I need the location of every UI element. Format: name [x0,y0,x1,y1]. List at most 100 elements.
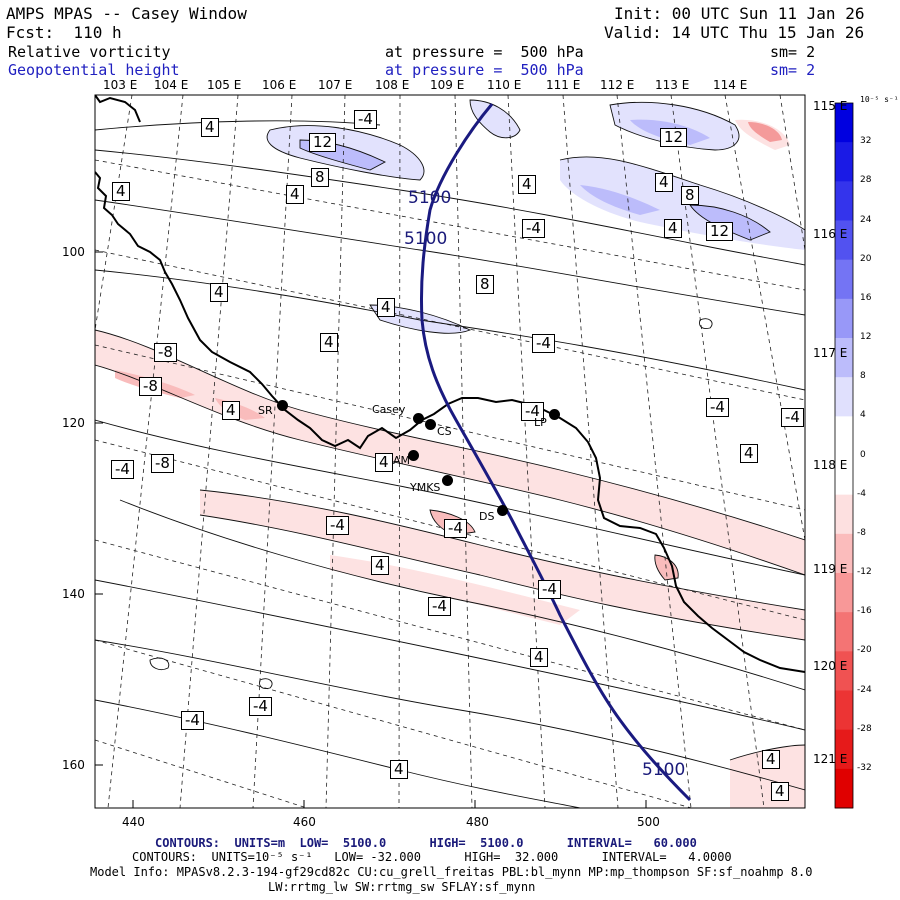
longitude-label-right: 121 E [813,752,848,766]
colorbar-level-label: 12 [860,332,872,342]
field-name-height: Geopotential height [8,61,180,79]
station-label: DS [479,510,495,523]
contour-label: -4 [532,334,555,353]
field-pressure-vorticity: at pressure = 500 hPa [385,43,584,61]
station-label: SR [258,404,273,417]
x-tick-label: 440 [122,815,145,829]
field-name-vorticity: Relative vorticity [8,43,171,61]
colorbar-unit: 10⁻⁵ s⁻¹ [860,95,899,104]
colorbar-level-label: -32 [857,762,872,773]
footer-vorticity-contours: CONTOURS: UNITS=10⁻⁵ s⁻¹ LOW= -32.000 HI… [132,850,732,864]
station-marker [413,413,424,424]
contour-label: 4 [771,782,789,801]
colorbar-level-label: 32 [860,136,872,147]
contour-label: 4 [286,185,304,204]
longitude-label-right: 117 E [813,346,848,360]
vorticity-contours [95,99,805,808]
height-label-2: 5100 [404,229,448,249]
colorbar [835,103,853,809]
contour-label: -4 [111,460,134,479]
contour-label: 4 [222,401,240,420]
contour-label: -4 [538,580,561,599]
y-tick-label: 140 [62,587,85,601]
colorbar-level-label: -28 [857,723,872,734]
colorbar-frame [834,102,854,809]
longitude-label: 107 E [318,78,353,92]
contour-label: -4 [781,408,804,427]
contour-label: -4 [428,597,451,616]
contour-label: 8 [311,168,329,187]
longitude-label: 108 E [375,78,410,92]
longitude-label: 103 E [103,78,138,92]
contour-label: -4 [521,402,544,421]
colorbar-level-label: 24 [860,214,872,225]
longitude-label: 105 E [207,78,242,92]
station-label: LP [534,416,547,429]
station-marker [442,475,453,486]
contour-label: -8 [139,377,162,396]
longitude-label: 106 E [262,78,297,92]
colorbar-swatch [835,651,853,691]
contour-label: 4 [655,173,673,192]
colorbar-level-label: 28 [860,175,872,186]
colorbar-level-label: 20 [860,253,872,264]
longitude-label-right: 120 E [813,659,848,673]
contour-label: 4 [762,750,780,769]
colorbar-swatch [835,612,853,652]
contour-label: -4 [249,697,272,716]
positive-vorticity-shading [267,100,805,334]
contour-label: -4 [326,516,349,535]
contour-label: 4 [530,648,548,667]
contour-label: 8 [476,275,494,294]
longitude-label: 114 E [713,78,748,92]
station-label: AM [393,454,411,467]
longitude-label: 104 E [154,78,189,92]
map-title: AMPS MPAS -- Casey Window [6,4,247,23]
colorbar-level-label: -12 [857,567,872,577]
station-marker [497,505,508,516]
x-tick-label: 500 [637,815,660,829]
station-marker [549,409,560,420]
contour-label: 4 [210,283,228,302]
colorbar-swatch [835,573,853,613]
x-tick-label: 460 [293,815,316,829]
height-label-3: 5100 [642,760,686,780]
station-marker [277,400,288,411]
colorbar-swatch [835,338,853,378]
contour-label: 4 [112,182,130,201]
y-tick-label: 120 [62,416,85,430]
footer-radiation-info: LW:rrtmg_lw SW:rrtmg_sw SFLAY:sf_mynn [268,880,536,894]
x-tick-label: 480 [466,815,489,829]
contour-label: 4 [371,556,389,575]
contour-label: -8 [151,454,174,473]
coastline [95,95,805,673]
contour-label: 4 [201,118,219,137]
forecast-hour: Fcst: 110 h [6,23,122,42]
colorbar-swatch [835,377,853,417]
colorbar-level-label: -16 [857,606,872,617]
contour-label: 4 [740,444,758,463]
longitude-label: 113 E [655,78,690,92]
longitude-label: 110 E [487,78,522,92]
graticule [95,95,805,808]
station-marker [408,450,419,461]
longitude-label: 112 E [600,78,635,92]
colorbar-swatch [835,690,853,731]
field-smoothing-height: sm= 2 [770,61,816,79]
footer-model-info: Model Info: MPASv8.2.3-194-gf29cd82c CU:… [90,865,813,879]
contour-label: -4 [354,110,377,129]
y-tick-label: 100 [62,245,85,259]
contour-label: -4 [522,219,545,238]
contour-label: 12 [660,128,688,147]
colorbar-swatch [835,181,853,221]
contour-label: 4 [390,760,408,779]
contour-label: 12 [309,133,337,152]
colorbar-level-label: 0 [860,449,866,460]
field-pressure-height: at pressure = 500 hPa [385,61,584,79]
contour-label: 12 [706,222,734,241]
colorbar-level-label: 4 [860,410,866,421]
colorbar-level-label: -20 [857,645,872,656]
colorbar-level-label: -4 [857,488,866,499]
colorbar-swatch [835,729,853,770]
contour-label: 4 [320,333,338,352]
